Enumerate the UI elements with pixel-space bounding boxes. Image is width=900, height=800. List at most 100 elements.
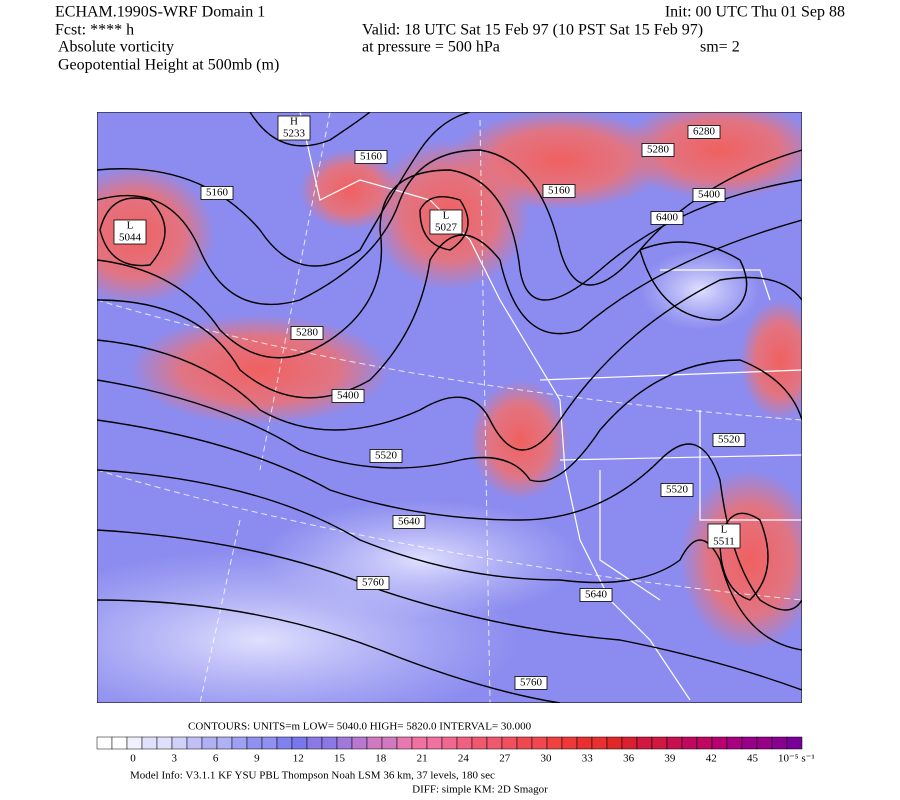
contour-label: 6280 — [693, 126, 716, 138]
colorbar-cell — [741, 736, 758, 750]
label-box — [650, 211, 684, 225]
colorbar-cell — [771, 736, 788, 750]
colorbar-cell — [486, 736, 503, 750]
colorbar-label: 24 — [458, 753, 470, 765]
valid: Valid: 18 UTC Sat 15 Feb 97 (10 PST Sat … — [362, 22, 703, 39]
contour-line — [97, 112, 471, 267]
label-box — [331, 389, 365, 403]
colorbar-cell — [201, 736, 218, 750]
label-box — [277, 115, 311, 141]
label-box — [200, 186, 234, 200]
center-value: 5044 — [119, 232, 142, 244]
contour-line — [97, 276, 802, 451]
colorbar-cell — [381, 736, 398, 750]
center-mark: L — [127, 220, 134, 232]
colorbar-cell — [426, 736, 443, 750]
colorbar-label: 12 — [293, 753, 304, 765]
colorbar-cell — [96, 736, 113, 750]
center-mark: H — [290, 116, 298, 128]
colorbar-cell — [321, 736, 338, 750]
colorbar-cell — [651, 736, 668, 750]
colorbar-cell — [351, 736, 368, 750]
colorbar-cell — [156, 736, 173, 750]
colorbar-label: 33 — [582, 753, 594, 765]
colorbar-cell — [501, 736, 518, 750]
contour-line — [639, 241, 748, 321]
colorbar-label: 42 — [706, 753, 717, 765]
contour-label: 5280 — [296, 327, 319, 339]
colorbar-cell — [516, 736, 533, 750]
contour-label: 5760 — [362, 577, 385, 589]
center-value: 5027 — [435, 222, 458, 234]
colorbar-label: 0 — [130, 753, 136, 765]
colorbar-label: 36 — [623, 753, 635, 765]
contour-line — [97, 169, 802, 359]
contour-label: 5520 — [718, 434, 741, 446]
contour-label: 6400 — [656, 212, 679, 224]
contour-label: 5400 — [698, 189, 721, 201]
colorbar-units: 10⁻⁵ s⁻¹ — [778, 753, 815, 765]
diff-info: DIFF: simple KM: 2D Smagor — [412, 784, 548, 796]
contour-line — [97, 419, 802, 611]
contour-line — [97, 219, 802, 399]
center-mark: L — [721, 524, 728, 536]
center-mark: L — [443, 210, 450, 222]
model-info: Model Info: V3.1.1 KF YSU PBL Thompson N… — [130, 770, 495, 782]
colorbar-label: 9 — [254, 753, 260, 765]
label-box — [514, 676, 548, 690]
colorbar-cell — [591, 736, 608, 750]
pressure: at pressure = 500 hPa — [362, 39, 500, 56]
contour-field: Geopotential Height at 500mb (m) — [58, 57, 279, 74]
colorbar-cell — [456, 736, 473, 750]
colorbar-cell — [636, 736, 653, 750]
contour-line — [97, 359, 802, 482]
colorbar-cell — [336, 736, 353, 750]
colorbar-cell — [471, 736, 488, 750]
title: ECHAM.1990S-WRF Domain 1 — [55, 4, 265, 21]
label-box — [392, 515, 426, 529]
colorbar-cell — [666, 736, 683, 750]
label-box — [579, 588, 613, 602]
colorbar-cell — [306, 736, 323, 750]
label-box — [660, 483, 694, 497]
colorbar-cell — [756, 736, 773, 750]
colorbar-cell — [531, 736, 548, 750]
colorbar-label: 21 — [417, 753, 428, 765]
colorbar-cell — [231, 736, 248, 750]
colorbar-label: 3 — [172, 753, 178, 765]
smoothing: sm= 2 — [700, 39, 740, 56]
colorbar-cell — [561, 736, 578, 750]
label-box — [429, 209, 463, 235]
colorbar-cell — [276, 736, 293, 750]
contour-label: 5160 — [206, 187, 229, 199]
label-box — [113, 219, 147, 245]
label-box — [712, 433, 746, 447]
contour-line — [419, 196, 469, 251]
colorbar-cell — [216, 736, 233, 750]
colorbar-label: 6 — [213, 753, 219, 765]
colorbar-cell — [291, 736, 308, 750]
colorbar-cell — [126, 736, 143, 750]
label-box — [641, 143, 675, 157]
contour-label: 5280 — [647, 144, 670, 156]
colorbar-cell — [621, 736, 638, 750]
contour-line — [249, 112, 371, 147]
contour-label: 5520 — [375, 450, 398, 462]
label-box — [354, 150, 388, 164]
colorbar-cell — [171, 736, 188, 750]
colorbar-cell — [396, 736, 413, 750]
colorbar-label: 30 — [541, 753, 553, 765]
contour-label: 5640 — [585, 589, 608, 601]
colorbar-cell — [246, 736, 263, 750]
colorbar-cell — [711, 736, 728, 750]
center-value: 5233 — [283, 128, 306, 140]
colorbar-cell — [186, 736, 203, 750]
colorbar-cell — [546, 736, 563, 750]
colorbar-cell — [141, 736, 158, 750]
contour-line — [97, 469, 802, 651]
contour-label: 5400 — [337, 390, 360, 402]
colorbar-cell — [576, 736, 593, 750]
colorbar-cell — [696, 736, 713, 750]
